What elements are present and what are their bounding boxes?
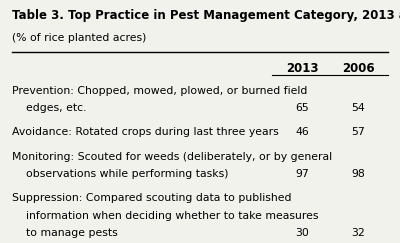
Text: 2006: 2006: [342, 62, 374, 75]
Text: 2013: 2013: [286, 62, 318, 75]
Text: 98: 98: [351, 169, 365, 179]
Text: 32: 32: [351, 228, 365, 238]
Text: 30: 30: [295, 228, 309, 238]
Text: edges, etc.: edges, etc.: [12, 103, 86, 113]
Text: (% of rice planted acres): (% of rice planted acres): [12, 33, 146, 43]
Text: 97: 97: [295, 169, 309, 179]
Text: 46: 46: [295, 127, 309, 137]
Text: 57: 57: [351, 127, 365, 137]
Text: Table 3. Top Practice in Pest Management Category, 2013 and 2006: Table 3. Top Practice in Pest Management…: [12, 9, 400, 21]
Text: 54: 54: [351, 103, 365, 113]
Text: to manage pests: to manage pests: [12, 228, 118, 238]
Text: Prevention: Chopped, mowed, plowed, or burned field: Prevention: Chopped, mowed, plowed, or b…: [12, 86, 307, 95]
Text: Avoidance: Rotated crops during last three years: Avoidance: Rotated crops during last thr…: [12, 127, 279, 137]
Text: observations while performing tasks): observations while performing tasks): [12, 169, 228, 179]
Text: Suppression: Compared scouting data to published: Suppression: Compared scouting data to p…: [12, 193, 292, 203]
Text: information when deciding whether to take measures: information when deciding whether to tak…: [12, 211, 318, 221]
Text: 65: 65: [295, 103, 309, 113]
Text: Monitoring: Scouted for weeds (deliberately, or by general: Monitoring: Scouted for weeds (deliberat…: [12, 152, 332, 162]
